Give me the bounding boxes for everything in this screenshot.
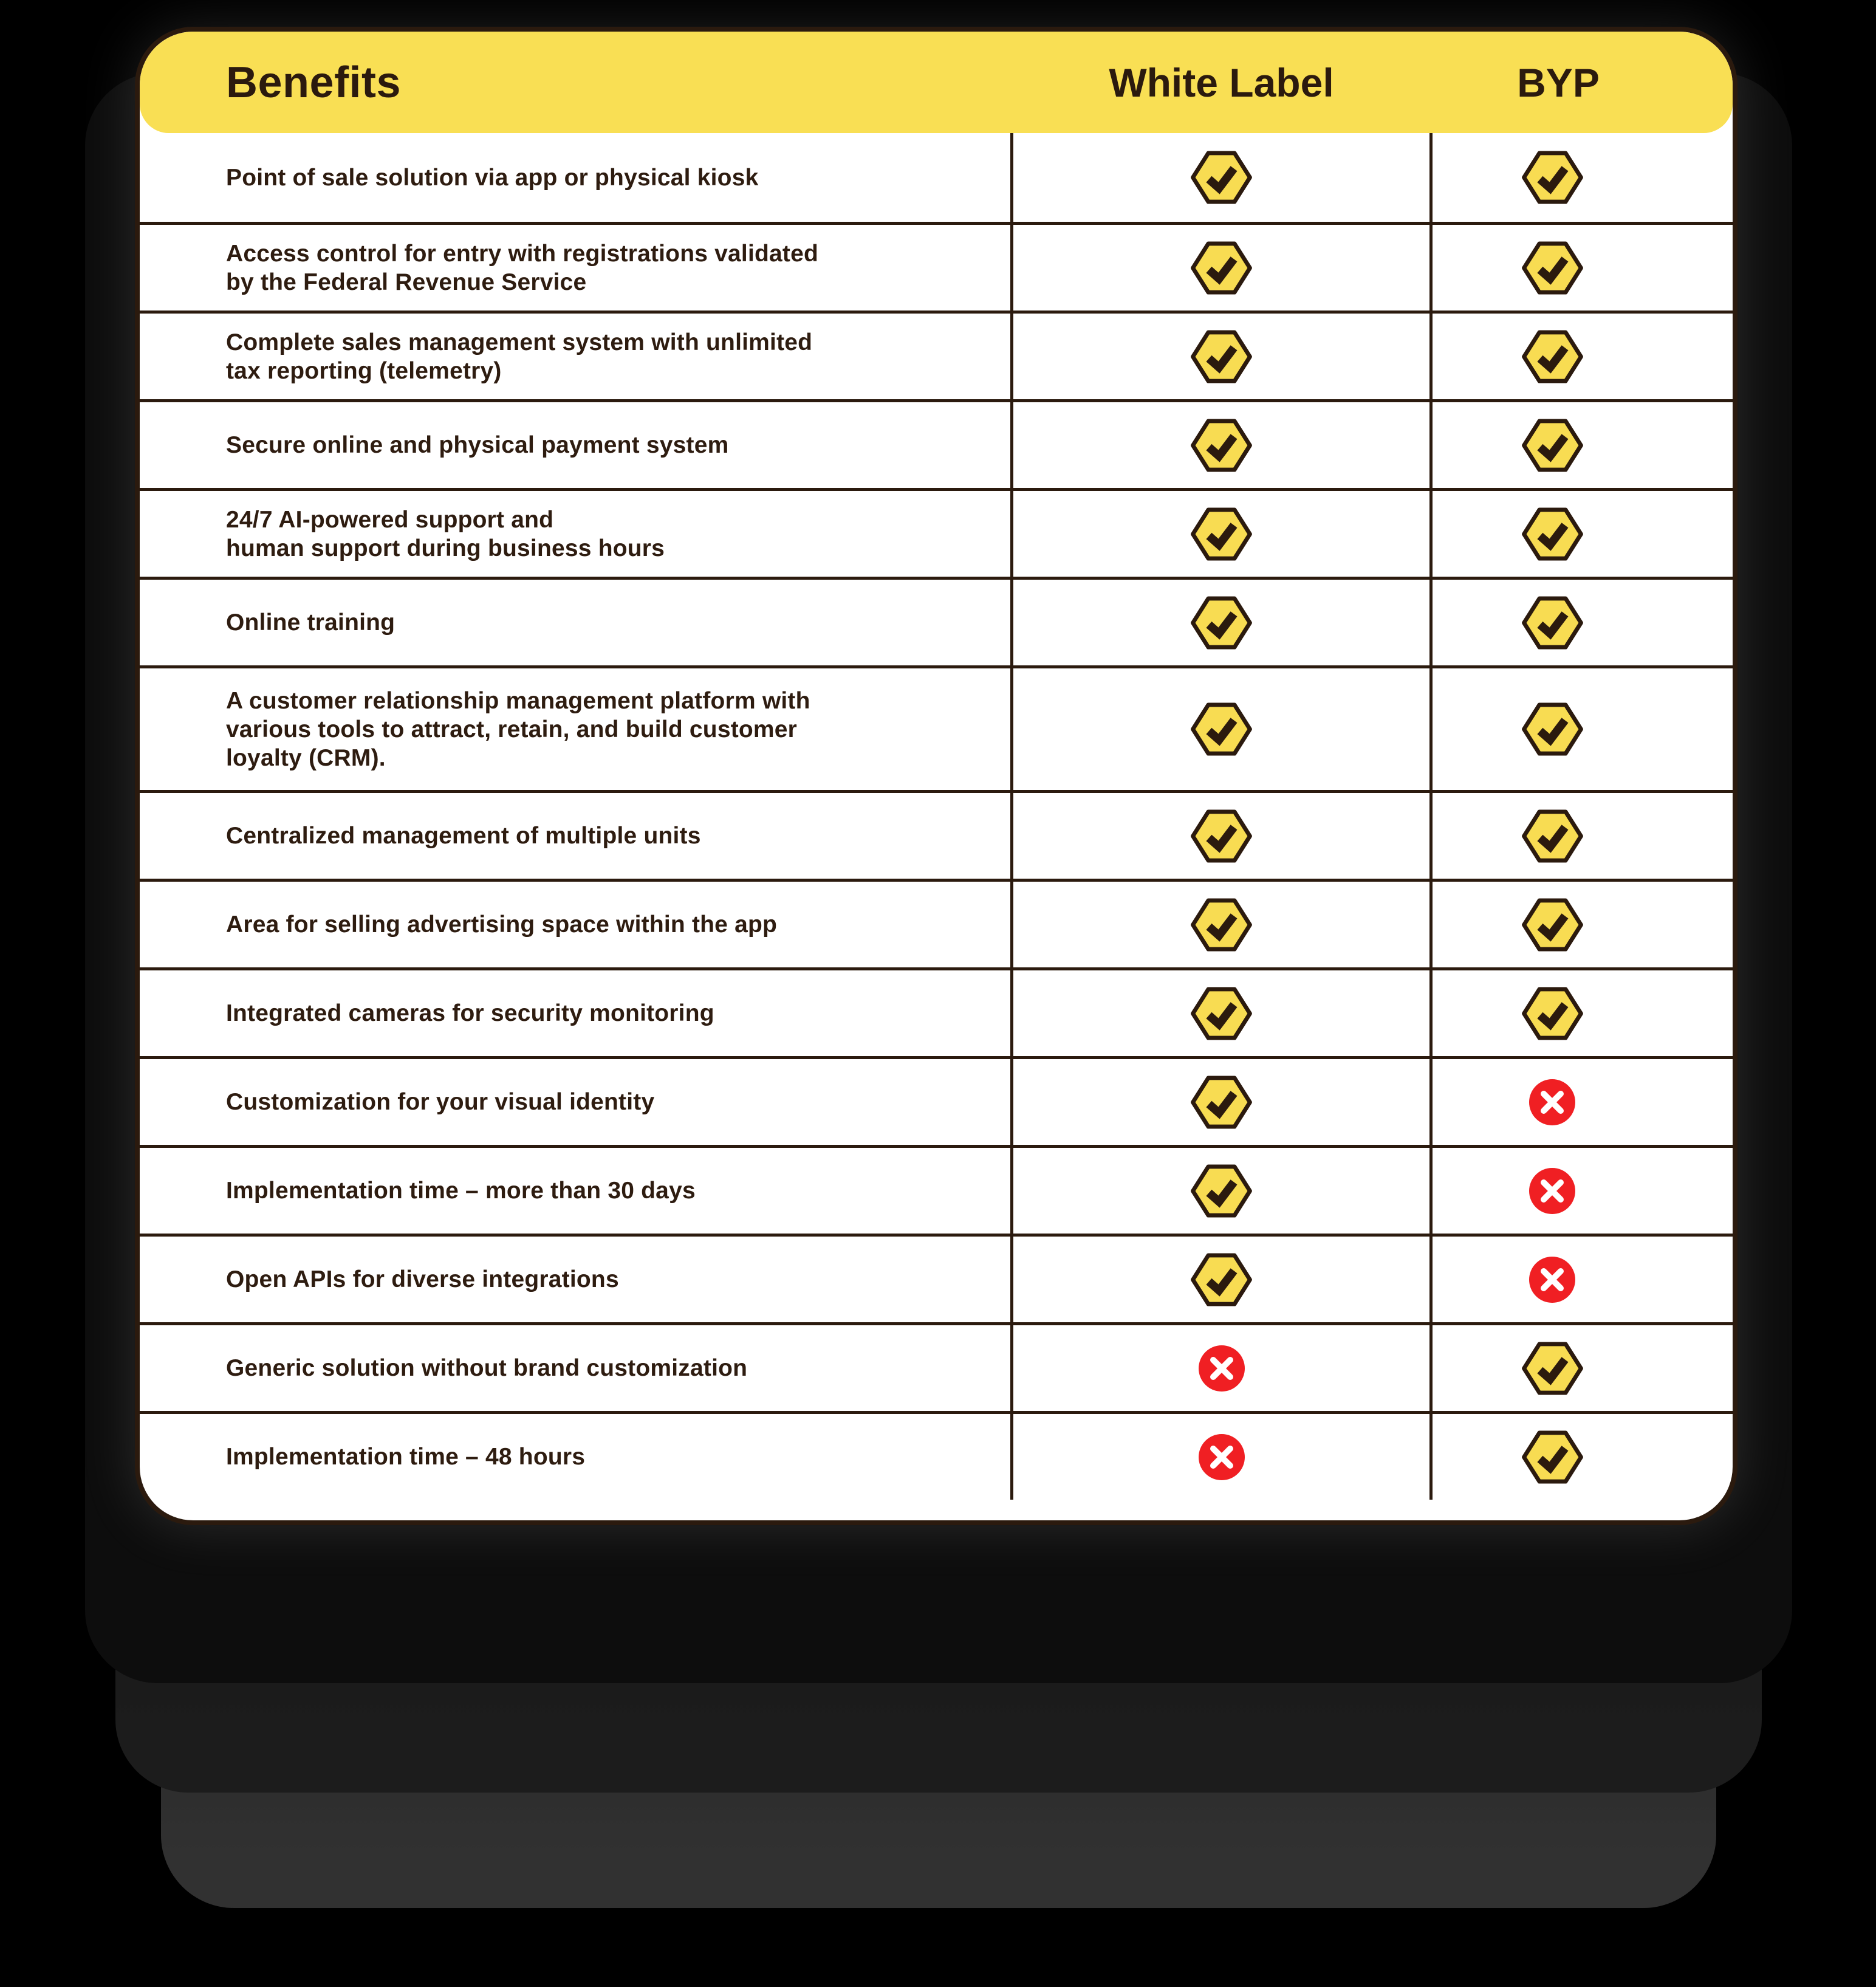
- byp-status-cell: [1433, 793, 1733, 879]
- cross-icon: [1198, 1433, 1245, 1480]
- cross-icon: [1529, 1167, 1575, 1214]
- check-icon: [1191, 507, 1252, 561]
- check-icon: [1191, 595, 1252, 650]
- cross-icon: [1529, 1256, 1575, 1303]
- byp-status-cell: [1433, 882, 1733, 967]
- byp-status-cell: [1433, 1148, 1733, 1234]
- table-row: Implementation time – more than 30 days: [140, 1145, 1733, 1234]
- check-icon: [1521, 809, 1583, 863]
- table-row: Complete sales management system with un…: [140, 311, 1733, 399]
- check-icon: [1521, 986, 1583, 1040]
- white-label-status-cell: [1010, 133, 1433, 222]
- benefit-label: Complete sales management system with un…: [226, 329, 813, 384]
- table-row: Generic solution without brand customiza…: [140, 1322, 1733, 1411]
- column-header-byp: BYP: [1517, 60, 1600, 105]
- check-icon: [1521, 151, 1583, 204]
- cross-icon: [1198, 1345, 1245, 1392]
- table-row: Centralized management of multiple units: [140, 790, 1733, 879]
- byp-status-cell: [1433, 402, 1733, 488]
- benefit-label: Customization for your visual identity: [226, 1089, 655, 1115]
- table-header: Benefits White Label BYP: [140, 32, 1733, 133]
- white-label-status-cell: [1010, 314, 1433, 399]
- table-row: Implementation time – 48 hours: [140, 1411, 1733, 1500]
- byp-status-cell: [1433, 491, 1733, 577]
- benefit-label: Access control for entry with registrati…: [226, 240, 819, 295]
- white-label-status-cell: [1010, 1148, 1433, 1234]
- byp-status-cell: [1433, 133, 1733, 222]
- table-row: A customer relationship management platf…: [140, 665, 1733, 790]
- benefit-label: 24/7 AI-powered support and human suppor…: [226, 506, 665, 561]
- white-label-status-cell: [1010, 1237, 1433, 1322]
- table-row: Integrated cameras for security monitori…: [140, 967, 1733, 1056]
- benefit-label: Centralized management of multiple units: [226, 823, 701, 849]
- benefit-label: Implementation time – more than 30 days: [226, 1178, 696, 1204]
- check-icon: [1191, 418, 1252, 472]
- comparison-card: Benefits White Label BYP Point of sale s…: [135, 27, 1737, 1525]
- table-row: Point of sale solution via app or physic…: [140, 133, 1733, 222]
- table-row: 24/7 AI-powered support and human suppor…: [140, 488, 1733, 577]
- comparison-rows: Point of sale solution via app or physic…: [140, 133, 1733, 1500]
- table-row: Area for selling advertising space withi…: [140, 879, 1733, 967]
- check-icon: [1521, 329, 1583, 383]
- byp-status-cell: [1433, 1414, 1733, 1500]
- table-row: Online training: [140, 577, 1733, 665]
- check-icon: [1191, 809, 1252, 863]
- page-title: Benefits: [226, 58, 402, 107]
- white-label-status-cell: [1010, 491, 1433, 577]
- white-label-status-cell: [1010, 882, 1433, 967]
- white-label-status-cell: [1010, 402, 1433, 488]
- benefit-label: Area for selling advertising space withi…: [226, 911, 778, 938]
- check-icon: [1191, 1075, 1252, 1129]
- check-icon: [1191, 986, 1252, 1040]
- check-icon: [1191, 329, 1252, 383]
- table-row: Open APIs for diverse integrations: [140, 1234, 1733, 1322]
- check-icon: [1521, 241, 1583, 295]
- byp-status-cell: [1433, 1237, 1733, 1322]
- white-label-status-cell: [1010, 793, 1433, 879]
- byp-status-cell: [1433, 580, 1733, 665]
- check-icon: [1521, 507, 1583, 561]
- benefit-label: Generic solution without brand customiza…: [226, 1355, 748, 1381]
- check-icon: [1191, 1252, 1252, 1306]
- benefit-label: Online training: [226, 609, 395, 636]
- byp-status-cell: [1433, 668, 1733, 790]
- check-icon: [1521, 897, 1583, 952]
- byp-status-cell: [1433, 1059, 1733, 1145]
- benefit-label: Open APIs for diverse integrations: [226, 1266, 619, 1292]
- check-icon: [1521, 1341, 1583, 1395]
- check-icon: [1521, 595, 1583, 650]
- table-row: Customization for your visual identity: [140, 1056, 1733, 1145]
- column-header-white-label: White Label: [1109, 60, 1334, 105]
- white-label-status-cell: [1010, 970, 1433, 1056]
- byp-status-cell: [1433, 225, 1733, 311]
- white-label-status-cell: [1010, 580, 1433, 665]
- check-icon: [1521, 1430, 1583, 1484]
- cross-icon: [1529, 1079, 1575, 1125]
- benefit-label: Integrated cameras for security monitori…: [226, 1000, 714, 1026]
- check-icon: [1191, 151, 1252, 204]
- check-icon: [1191, 897, 1252, 952]
- byp-status-cell: [1433, 314, 1733, 399]
- benefit-label: Point of sale solution via app or physic…: [226, 164, 759, 191]
- benefit-label: Secure online and physical payment syste…: [226, 432, 729, 458]
- table-row: Secure online and physical payment syste…: [140, 399, 1733, 488]
- check-icon: [1521, 702, 1583, 756]
- benefit-label: Implementation time – 48 hours: [226, 1444, 586, 1470]
- white-label-status-cell: [1010, 1414, 1433, 1500]
- table-row: Access control for entry with registrati…: [140, 222, 1733, 311]
- white-label-status-cell: [1010, 1059, 1433, 1145]
- check-icon: [1191, 702, 1252, 756]
- byp-status-cell: [1433, 1325, 1733, 1411]
- check-icon: [1191, 241, 1252, 295]
- white-label-status-cell: [1010, 668, 1433, 790]
- byp-status-cell: [1433, 970, 1733, 1056]
- white-label-status-cell: [1010, 1325, 1433, 1411]
- white-label-status-cell: [1010, 225, 1433, 311]
- benefit-label: A customer relationship management platf…: [226, 687, 810, 771]
- check-icon: [1521, 418, 1583, 472]
- check-icon: [1191, 1164, 1252, 1218]
